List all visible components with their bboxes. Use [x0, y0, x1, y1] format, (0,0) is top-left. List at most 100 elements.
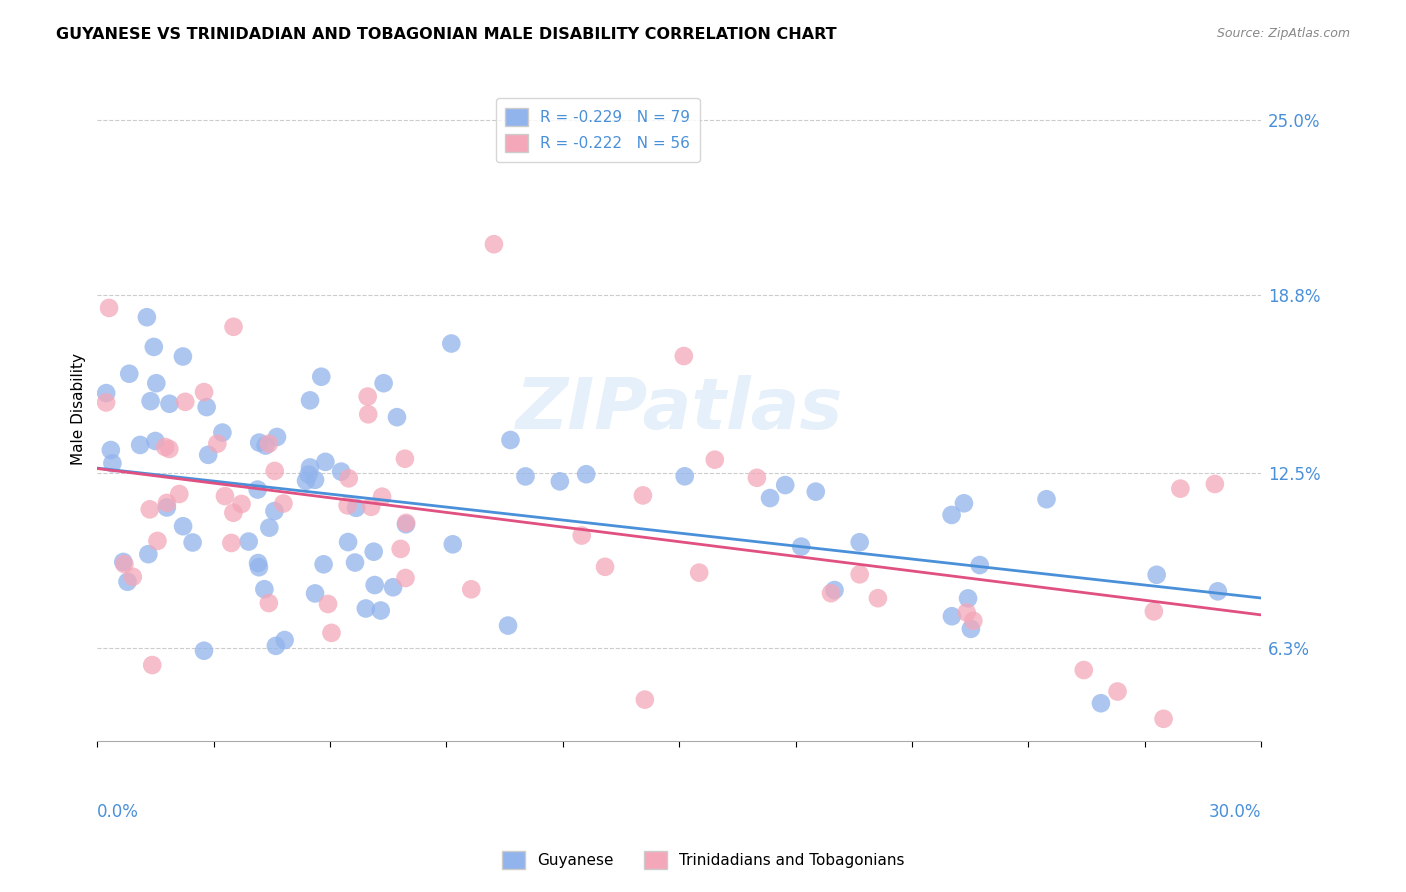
Point: [371, 490, 394, 504]
Point: [673, 469, 696, 483]
Point: [181, 535, 204, 549]
Point: [1090, 696, 1112, 710]
Point: [330, 465, 353, 479]
Point: [1073, 663, 1095, 677]
Point: [941, 609, 963, 624]
Point: [312, 558, 335, 572]
Point: [373, 376, 395, 391]
Point: [96, 386, 118, 401]
Point: [357, 407, 380, 421]
Point: [337, 471, 360, 485]
Point: [957, 591, 980, 606]
Point: [824, 583, 846, 598]
Point: [385, 410, 408, 425]
Point: [257, 596, 280, 610]
Point: [112, 557, 135, 571]
Text: Source: ZipAtlas.com: Source: ZipAtlas.com: [1216, 27, 1350, 40]
Point: [460, 582, 482, 597]
Point: [394, 451, 416, 466]
Point: [790, 540, 813, 554]
Point: [394, 571, 416, 585]
Point: [139, 502, 162, 516]
Point: [172, 519, 194, 533]
Point: [238, 534, 260, 549]
Point: [169, 487, 191, 501]
Point: [703, 452, 725, 467]
Point: [395, 516, 418, 530]
Point: [135, 310, 157, 325]
Point: [357, 390, 380, 404]
Point: [207, 436, 229, 450]
Point: [1146, 567, 1168, 582]
Point: [214, 489, 236, 503]
Point: [441, 537, 464, 551]
Point: [941, 508, 963, 522]
Point: [247, 435, 270, 450]
Point: [672, 349, 695, 363]
Point: [118, 367, 141, 381]
Point: [688, 566, 710, 580]
Text: GUYANESE VS TRINIDADIAN AND TOBAGONIAN MALE DISABILITY CORRELATION CHART: GUYANESE VS TRINIDADIAN AND TOBAGONIAN M…: [56, 27, 837, 42]
Point: [221, 536, 243, 550]
Point: [848, 535, 870, 549]
Point: [593, 559, 616, 574]
Text: 0.0%: 0.0%: [97, 804, 139, 822]
Point: [174, 394, 197, 409]
Point: [247, 556, 270, 570]
Point: [336, 499, 359, 513]
Point: [1206, 584, 1229, 599]
Point: [773, 478, 796, 492]
Point: [263, 464, 285, 478]
Point: [571, 528, 593, 542]
Point: [1153, 712, 1175, 726]
Point: [156, 496, 179, 510]
Point: [129, 438, 152, 452]
Point: [956, 606, 979, 620]
Point: [222, 506, 245, 520]
Point: [304, 586, 326, 600]
Point: [820, 586, 842, 600]
Point: [295, 474, 318, 488]
Point: [138, 547, 160, 561]
Point: [1107, 684, 1129, 698]
Point: [515, 469, 537, 483]
Point: [389, 541, 412, 556]
Point: [100, 443, 122, 458]
Point: [321, 625, 343, 640]
Point: [631, 488, 654, 502]
Point: [101, 456, 124, 470]
Point: [363, 544, 385, 558]
Point: [159, 397, 181, 411]
Point: [254, 439, 277, 453]
Y-axis label: Male Disability: Male Disability: [72, 353, 86, 466]
Point: [370, 603, 392, 617]
Point: [193, 644, 215, 658]
Point: [259, 521, 281, 535]
Point: [141, 658, 163, 673]
Text: ZIPatlas: ZIPatlas: [516, 375, 844, 444]
Point: [866, 591, 889, 606]
Point: [745, 471, 768, 485]
Legend: Guyanese, Trinidadians and Tobagonians: Guyanese, Trinidadians and Tobagonians: [495, 845, 911, 875]
Point: [121, 570, 143, 584]
Point: [172, 350, 194, 364]
Point: [337, 535, 360, 549]
Point: [960, 622, 983, 636]
Point: [395, 517, 418, 532]
Point: [94, 395, 117, 409]
Point: [548, 475, 571, 489]
Point: [298, 460, 321, 475]
Point: [1035, 492, 1057, 507]
Point: [440, 336, 463, 351]
Point: [231, 497, 253, 511]
Point: [482, 237, 505, 252]
Point: [354, 601, 377, 615]
Point: [197, 448, 219, 462]
Point: [98, 301, 121, 315]
Point: [266, 430, 288, 444]
Point: [304, 473, 326, 487]
Point: [804, 484, 827, 499]
Point: [363, 578, 385, 592]
Point: [962, 614, 984, 628]
Point: [344, 556, 367, 570]
